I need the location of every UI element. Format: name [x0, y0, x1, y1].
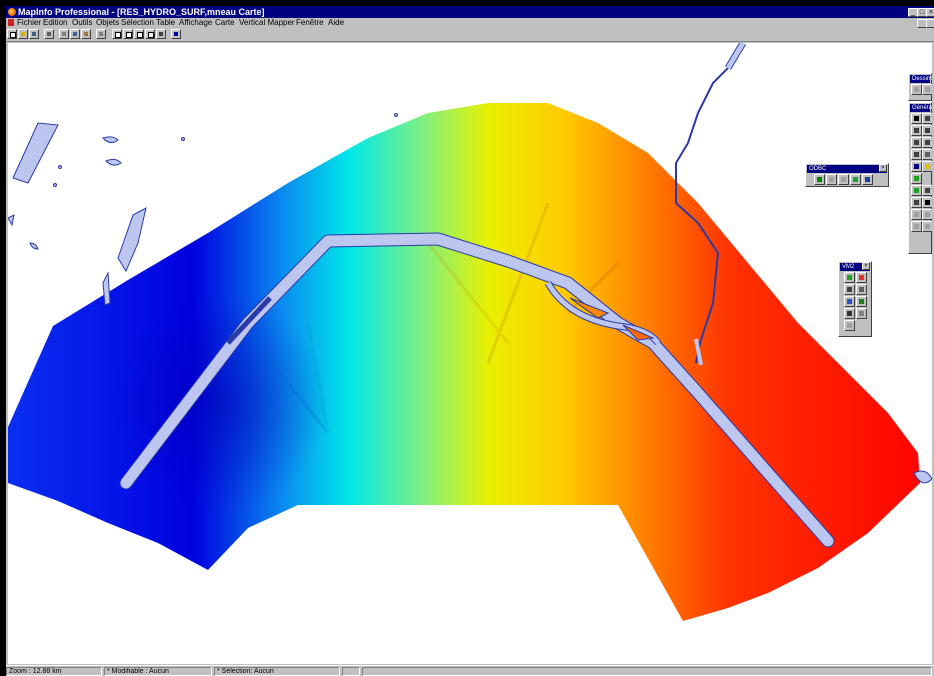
copy-icon[interactable]	[70, 29, 80, 39]
paste-icon[interactable]	[81, 29, 91, 39]
menu-fenetre[interactable]: Fenêtre	[296, 18, 324, 27]
unselect-all-icon[interactable]	[922, 221, 932, 232]
river-main-fill	[120, 233, 834, 547]
river-island	[569, 297, 610, 319]
new-graph-icon[interactable]	[134, 29, 144, 39]
save-icon[interactable]	[29, 29, 39, 39]
menu-affichage[interactable]: Affichage	[179, 18, 213, 27]
redistrict-icon[interactable]	[156, 29, 166, 39]
map-canvas[interactable]	[8, 43, 932, 664]
dessins-palette[interactable]: Dessins	[908, 73, 932, 101]
river-side-channel-fill	[545, 281, 661, 345]
menu-aide[interactable]: Aide	[328, 18, 345, 27]
interpolation-artifacts	[246, 202, 620, 434]
status-selection[interactable]: * Sélection: Aucun	[214, 667, 340, 676]
vm2-cursor-icon[interactable]	[844, 320, 855, 331]
vm2-close-button[interactable]: ×	[862, 262, 870, 270]
odbc-close-button[interactable]: ×	[879, 164, 887, 172]
layer-control-icon[interactable]	[911, 197, 922, 208]
menu-carte[interactable]: Carte	[215, 18, 235, 27]
radius-select-icon[interactable]	[911, 125, 922, 136]
close-button[interactable]: ×	[926, 8, 934, 17]
menu-fichier[interactable]: Fichier	[17, 18, 42, 27]
vm2-profile-icon[interactable]	[856, 296, 867, 307]
river-left-channel	[226, 296, 272, 345]
open-icon[interactable]	[18, 29, 28, 39]
print-icon[interactable]	[44, 29, 54, 39]
tributary-top-fill	[725, 43, 746, 70]
standard-toolbar	[6, 28, 934, 42]
odbc-palette[interactable]: ODBC ×	[805, 163, 889, 187]
status-zoom: Zoom : 12.88 km	[6, 667, 102, 676]
drag-map-icon[interactable]	[911, 185, 922, 196]
line-tool-icon[interactable]	[911, 84, 922, 95]
surface-shade	[8, 103, 920, 621]
odbc-open-icon[interactable]	[826, 174, 837, 185]
odbc-disconnect-icon[interactable]	[862, 174, 873, 185]
polyline-tool-icon[interactable]	[922, 84, 932, 95]
zoom-in-icon[interactable]	[911, 137, 922, 148]
new-layout-icon[interactable]	[145, 29, 155, 39]
cut-icon[interactable]	[59, 29, 69, 39]
new-map-icon[interactable]	[123, 29, 133, 39]
graph-tool-icon[interactable]	[922, 209, 932, 220]
help-icon[interactable]	[171, 29, 181, 39]
status-panel-message	[362, 667, 932, 676]
odbc-refresh-icon[interactable]	[850, 174, 861, 185]
change-view-icon[interactable]	[911, 149, 922, 160]
vm2-rotate-icon[interactable]	[856, 308, 867, 319]
general-palette-title[interactable]: Général	[910, 104, 932, 112]
legend-icon[interactable]	[911, 209, 922, 220]
new-browser-icon[interactable]	[112, 29, 122, 39]
mapinfo-window: MapInfo Professional - [RES_HYDRO_SURF,m…	[6, 6, 934, 676]
menu-table[interactable]: Table	[156, 18, 176, 27]
tributary	[675, 67, 729, 364]
vm2-surface-icon[interactable]	[844, 296, 855, 307]
vm2-point-icon[interactable]	[844, 308, 855, 319]
vm2-palette[interactable]: VM2 ×	[838, 261, 872, 337]
statistics-icon[interactable]	[922, 197, 932, 208]
grabber-hand-icon[interactable]	[922, 149, 932, 160]
vm2-info-icon[interactable]	[856, 284, 867, 295]
menu-selection[interactable]: Sélection	[121, 18, 154, 27]
river-island	[622, 324, 655, 341]
info-tool-icon[interactable]	[911, 161, 922, 172]
status-modifiable[interactable]: * Modifiable : Aucun	[104, 667, 212, 676]
window-title: MapInfo Professional - [RES_HYDRO_SURF,m…	[18, 7, 265, 17]
boundary-select-icon[interactable]	[911, 221, 922, 232]
vm2-color-icon[interactable]	[856, 272, 867, 283]
vm2-palette-title[interactable]: VM2	[840, 263, 870, 271]
doc-restore-button[interactable]	[926, 19, 934, 28]
label-tool-icon[interactable]	[911, 173, 922, 184]
mapinfo-app-icon[interactable]	[8, 8, 16, 16]
polygon-select-icon[interactable]	[922, 125, 932, 136]
document-icon[interactable]	[8, 19, 14, 26]
ruler-icon[interactable]	[922, 185, 932, 196]
vm2-contour-icon[interactable]	[844, 284, 855, 295]
new-icon[interactable]	[7, 29, 17, 39]
odbc-tables-icon[interactable]	[838, 174, 849, 185]
menu-objets[interactable]: Objets	[96, 18, 120, 27]
status-bar: Zoom : 12.88 km * Modifiable : Aucun * S…	[6, 665, 934, 676]
ponds	[8, 113, 932, 484]
odbc-palette-title[interactable]: ODBC	[807, 165, 887, 173]
zoom-out-icon[interactable]	[922, 137, 932, 148]
general-palette[interactable]: Général	[908, 102, 932, 254]
menu-edition[interactable]: Edition	[43, 18, 68, 27]
menu-bar: Fichier Edition Outils Objets Sélection …	[6, 18, 934, 28]
title-bar[interactable]: MapInfo Professional - [RES_HYDRO_SURF,m…	[6, 6, 934, 18]
menu-outils[interactable]: Outils	[72, 18, 93, 27]
hotlink-icon[interactable]	[922, 161, 932, 172]
dessins-palette-title[interactable]: Dessins	[910, 75, 932, 83]
status-panel-empty	[342, 667, 360, 676]
undo-icon[interactable]	[96, 29, 106, 39]
menu-vertical-mapper[interactable]: Vertical Mapper	[239, 18, 295, 27]
marquee-select-icon[interactable]	[922, 113, 932, 124]
odbc-connect-icon[interactable]	[814, 174, 825, 185]
vm2-grid-icon[interactable]	[844, 272, 855, 283]
tributary-mouth	[694, 338, 703, 366]
map-window[interactable]: ODBC × VM2 × Dessins	[8, 43, 932, 664]
select-arrow-icon[interactable]	[911, 113, 922, 124]
